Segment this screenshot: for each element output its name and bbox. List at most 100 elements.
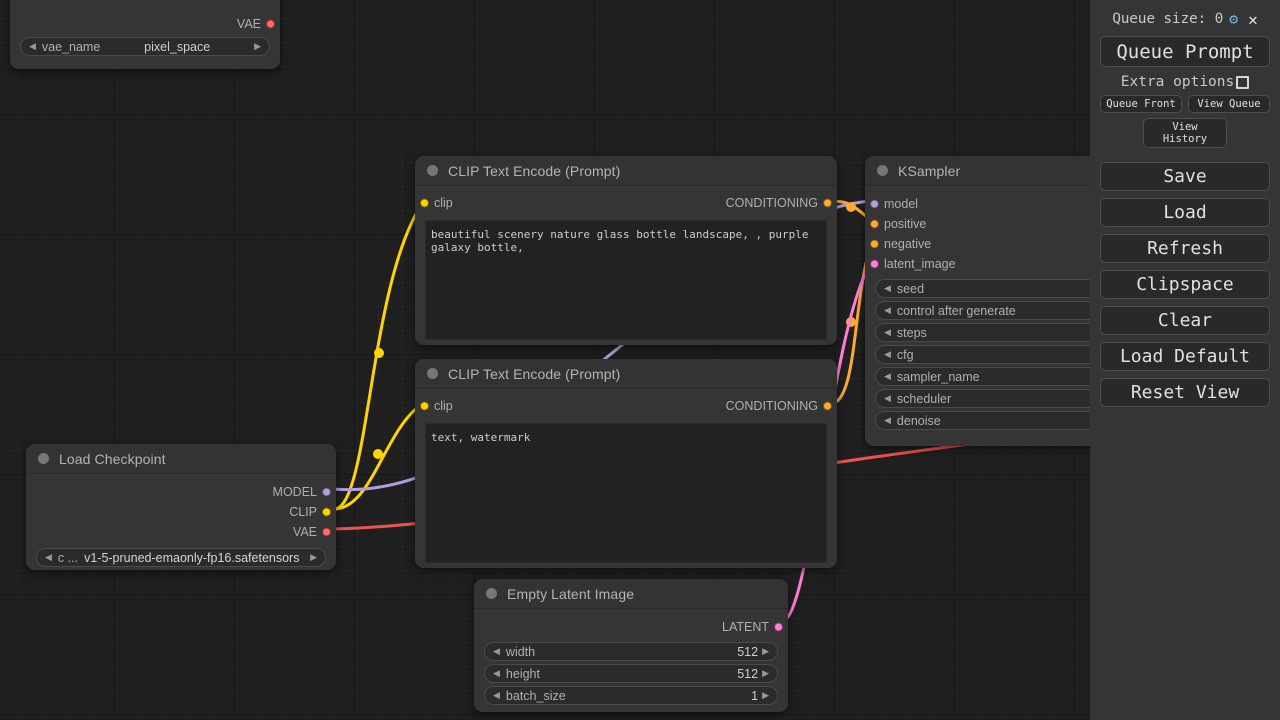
chevron-left-icon[interactable]: ◀ [884, 349, 891, 359]
prompt-textarea[interactable]: text, watermark [425, 423, 827, 563]
widget-value: 512 [737, 644, 759, 659]
widget-label: scheduler [896, 391, 952, 406]
input-slot-label: clip [434, 196, 453, 210]
input-port-clip[interactable] [420, 401, 429, 411]
input-slot-positive[interactable]: positive [865, 214, 1185, 234]
output-slot-latent[interactable]: LATENT [474, 617, 788, 637]
prompt-textarea[interactable]: beautiful scenery nature glass bottle la… [425, 220, 827, 340]
node-body: clip CONDITIONING text, watermark [415, 389, 837, 568]
widget-label: c ... [57, 550, 79, 565]
collapse-dot-icon[interactable] [877, 165, 888, 176]
queue-size-row: Queue size: 0 ⚙ ✕ [1100, 8, 1270, 30]
collapse-dot-icon[interactable] [427, 165, 438, 176]
output-slot-vae[interactable]: VAE [10, 14, 280, 34]
output-port-latent[interactable] [774, 622, 783, 632]
link-dot-clip-negative [373, 449, 383, 459]
output-slot-label: LATENT [722, 620, 769, 634]
widget-width[interactable]: ◀ width 512 ▶ [484, 642, 778, 661]
output-port-conditioning[interactable] [823, 401, 832, 411]
node-title-bar[interactable]: Empty Latent Image [474, 579, 788, 609]
clear-button[interactable]: Clear [1100, 306, 1270, 335]
input-port-positive[interactable] [870, 219, 879, 229]
input-slot-label: clip [434, 399, 453, 413]
node-vae-loader[interactable]: VAE ◀ vae_name pixel_space ▶ [10, 0, 280, 69]
input-slot-model[interactable]: model [865, 194, 1185, 214]
queue-prompt-button[interactable]: Queue Prompt [1100, 36, 1270, 67]
widget-batch-size[interactable]: ◀ batch_size 1 ▶ [484, 686, 778, 705]
link-clip-negative [333, 402, 423, 511]
collapse-dot-icon[interactable] [38, 453, 49, 464]
view-history-line2: History [1162, 133, 1208, 145]
collapse-dot-icon[interactable] [486, 588, 497, 599]
clipspace-button[interactable]: Clipspace [1100, 270, 1270, 299]
widget-label: cfg [896, 347, 914, 362]
output-port-clip[interactable] [322, 507, 331, 517]
chevron-left-icon[interactable]: ◀ [493, 690, 500, 700]
node-load-checkpoint[interactable]: Load Checkpoint MODEL CLIP VAE ◀ c ... [26, 444, 336, 570]
node-clip-text-encode-negative[interactable]: CLIP Text Encode (Prompt) clip CONDITION… [415, 359, 837, 568]
node-title-bar[interactable]: CLIP Text Encode (Prompt) [415, 359, 837, 389]
node-title-bar[interactable]: CLIP Text Encode (Prompt) [415, 156, 837, 186]
view-queue-button[interactable]: View Queue [1188, 95, 1270, 113]
close-icon[interactable]: ✕ [1248, 9, 1258, 29]
queue-front-button[interactable]: Queue Front [1100, 95, 1182, 113]
output-slot-vae[interactable]: VAE [26, 522, 336, 542]
input-port-negative[interactable] [870, 239, 879, 249]
input-port-model[interactable] [870, 199, 879, 209]
node-body: MODEL CLIP VAE ◀ c ... v1-5-pruned-emaon… [26, 474, 336, 570]
load-button[interactable]: Load [1100, 198, 1270, 227]
extra-options-label: Extra options [1120, 74, 1235, 90]
output-port-vae[interactable] [266, 19, 275, 29]
widget-label: batch_size [505, 688, 566, 703]
widget-label: denoise [896, 413, 941, 428]
widget-vae-name[interactable]: ◀ vae_name pixel_space ▶ [20, 37, 270, 56]
output-slot-model[interactable]: MODEL [26, 482, 336, 502]
chevron-right-icon[interactable]: ▶ [762, 646, 769, 656]
chevron-right-icon[interactable]: ▶ [310, 552, 317, 562]
chevron-left-icon[interactable]: ◀ [493, 668, 500, 678]
input-port-clip[interactable] [420, 198, 429, 208]
widget-value: 512 [737, 666, 759, 681]
widget-height[interactable]: ◀ height 512 ▶ [484, 664, 778, 683]
chevron-right-icon[interactable]: ▶ [762, 668, 769, 678]
link-dot-cond-negative [846, 317, 856, 327]
chevron-left-icon[interactable]: ◀ [29, 41, 36, 51]
output-slot-clip[interactable]: CLIP [26, 502, 336, 522]
extra-options-checkbox[interactable] [1236, 75, 1250, 89]
chevron-left-icon[interactable]: ◀ [884, 415, 891, 425]
comfy-menu-panel: Queue size: 0 ⚙ ✕ Queue Prompt Extra opt… [1090, 0, 1280, 720]
widget-ckpt-name[interactable]: ◀ c ... v1-5-pruned-emaonly-fp16.safeten… [36, 548, 326, 567]
input-port-latent-image[interactable] [870, 259, 879, 269]
chevron-left-icon[interactable]: ◀ [884, 283, 891, 293]
view-history-button[interactable]: View History [1143, 118, 1227, 148]
chevron-right-icon[interactable]: ▶ [762, 690, 769, 700]
input-slot-latent-image[interactable]: latent_image [865, 254, 1185, 274]
widget-label: vae_name [41, 39, 101, 54]
widget-label: height [505, 666, 540, 681]
gear-icon[interactable]: ⚙ [1229, 9, 1239, 28]
output-port-model[interactable] [322, 487, 331, 497]
chevron-right-icon[interactable]: ▶ [254, 41, 261, 51]
link-dot-cond-positive [846, 202, 856, 212]
load-default-button[interactable]: Load Default [1100, 342, 1270, 371]
chevron-left-icon[interactable]: ◀ [493, 646, 500, 656]
collapse-dot-icon[interactable] [427, 368, 438, 379]
node-title-bar[interactable]: Load Checkpoint [26, 444, 336, 474]
input-slot-negative[interactable]: negative [865, 234, 1185, 254]
save-button[interactable]: Save [1100, 162, 1270, 191]
chevron-left-icon[interactable]: ◀ [884, 371, 891, 381]
chevron-left-icon[interactable]: ◀ [884, 393, 891, 403]
chevron-left-icon[interactable]: ◀ [884, 305, 891, 315]
refresh-button[interactable]: Refresh [1100, 234, 1270, 263]
queue-size-label: Queue size: 0 [1112, 11, 1224, 27]
output-port-vae[interactable] [322, 527, 331, 537]
node-clip-text-encode-positive[interactable]: CLIP Text Encode (Prompt) clip CONDITION… [415, 156, 837, 345]
output-port-conditioning[interactable] [823, 198, 832, 208]
node-empty-latent-image[interactable]: Empty Latent Image LATENT ◀ width 512 ▶ … [474, 579, 788, 712]
reset-view-button[interactable]: Reset View [1100, 378, 1270, 407]
chevron-left-icon[interactable]: ◀ [45, 552, 52, 562]
node-title-label: Load Checkpoint [59, 450, 166, 467]
input-slot-label: latent_image [884, 257, 956, 271]
chevron-left-icon[interactable]: ◀ [884, 327, 891, 337]
